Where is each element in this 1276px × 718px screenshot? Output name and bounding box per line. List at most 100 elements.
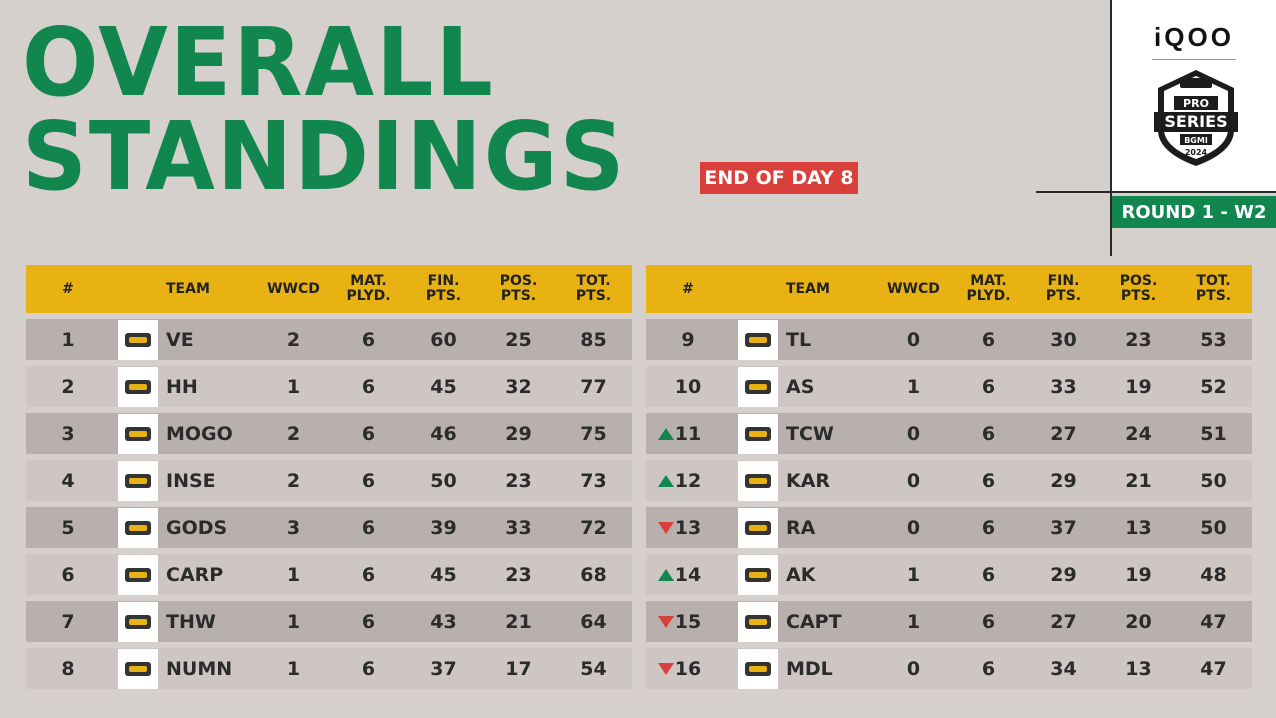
total-points-value: 50 <box>1200 516 1227 539</box>
finish-points-value: 45 <box>430 563 457 586</box>
rank-cell: 11 <box>646 423 730 445</box>
header-tot-l2: PTS. <box>1195 288 1232 304</box>
total-points-value: 47 <box>1200 657 1227 680</box>
matches-value: 6 <box>361 563 376 586</box>
rank-number: 16 <box>674 657 702 680</box>
table-row: 1 VE 2 6 60 25 85 <box>26 319 632 360</box>
header-fin-l1: FIN. <box>1047 273 1080 290</box>
header-fin-l1: FIN. <box>427 273 460 290</box>
finish-points-value: 45 <box>430 375 457 398</box>
position-points-value: 29 <box>505 422 532 445</box>
team-logo-cell <box>110 554 166 595</box>
trend-up-icon <box>658 474 674 487</box>
wwcd-value: 2 <box>286 469 301 492</box>
team-name: CARP <box>166 563 224 586</box>
position-points-value: 13 <box>1125 516 1152 539</box>
team-name: CAPT <box>786 610 842 633</box>
header-matches: MAT. PLYD. <box>331 274 406 303</box>
team-logo-cell <box>110 460 166 501</box>
header-rank: # <box>62 280 74 297</box>
trend-up-icon <box>658 427 674 440</box>
table-row: 15 CAPT 1 6 27 20 47 <box>646 601 1252 642</box>
wwcd-value: 1 <box>286 610 301 633</box>
trend-up-icon <box>658 568 674 581</box>
wwcd-value: 2 <box>286 328 301 351</box>
round-badge: ROUND 1 - W2 <box>1112 196 1276 228</box>
wwcd-value: 0 <box>906 469 921 492</box>
header-tot-l1: TOT. <box>576 273 611 290</box>
divider-vertical <box>1110 0 1112 256</box>
rank-cell: 9 <box>646 329 730 351</box>
table-row: 2 HH 1 6 45 32 77 <box>26 366 632 407</box>
total-points-value: 53 <box>1200 328 1227 351</box>
wwcd-value: 1 <box>906 610 921 633</box>
kar-logo <box>738 460 778 501</box>
header-fin-l2: PTS. <box>1045 288 1082 304</box>
as-logo <box>738 366 778 407</box>
team-logo-cell <box>110 507 166 548</box>
total-points-value: 47 <box>1200 610 1227 633</box>
rank-number: 4 <box>61 469 75 492</box>
header-matches-l1: MAT. <box>970 273 1007 290</box>
matches-value: 6 <box>981 657 996 680</box>
position-points-value: 13 <box>1125 657 1152 680</box>
rank-cell: 14 <box>646 564 730 586</box>
wwcd-value: 1 <box>906 563 921 586</box>
logo-text-series: SERIES <box>1164 112 1227 131</box>
header-tot-l1: TOT. <box>1196 273 1231 290</box>
finish-points-value: 29 <box>1050 563 1077 586</box>
finish-points-value: 37 <box>1050 516 1077 539</box>
total-points-value: 51 <box>1200 422 1227 445</box>
position-points-value: 19 <box>1125 563 1152 586</box>
wwcd-value: 3 <box>286 516 301 539</box>
wwcd-value: 1 <box>906 375 921 398</box>
header-rank: # <box>682 280 694 297</box>
finish-points-value: 33 <box>1050 375 1077 398</box>
finish-points-value: 60 <box>430 328 457 351</box>
header-team: TEAM <box>166 280 210 297</box>
finish-points-value: 37 <box>430 657 457 680</box>
matches-value: 6 <box>981 469 996 492</box>
table-row: 5 GODS 3 6 39 33 72 <box>26 507 632 548</box>
divider-horizontal <box>1036 191 1276 193</box>
rank-cell: 2 <box>26 376 110 398</box>
position-points-value: 17 <box>505 657 532 680</box>
team-logo-cell <box>730 601 786 642</box>
team-name: TCW <box>786 422 834 445</box>
table-row: 16 MDL 0 6 34 13 47 <box>646 648 1252 689</box>
ve-logo <box>118 319 158 360</box>
rank-number: 13 <box>674 516 702 539</box>
brand-divider <box>1152 59 1236 60</box>
rank-number: 14 <box>674 563 702 586</box>
rank-number: 5 <box>61 516 75 539</box>
position-points-value: 25 <box>505 328 532 351</box>
finish-points-value: 30 <box>1050 328 1077 351</box>
header-matches-l1: MAT. <box>350 273 387 290</box>
total-points-value: 48 <box>1200 563 1227 586</box>
pro-series-logo: PRO SERIES BGMI 2024 <box>1154 70 1238 166</box>
mdl-logo <box>738 648 778 689</box>
table-row: 14 AK 1 6 29 19 48 <box>646 554 1252 595</box>
rank-number: 6 <box>61 563 75 586</box>
header-matches-l2: PLYD. <box>346 288 391 304</box>
team-name: MDL <box>786 657 833 680</box>
rank-number: 9 <box>681 328 695 351</box>
team-logo-cell <box>110 601 166 642</box>
header-position-points: POS. PTS. <box>1101 274 1176 303</box>
team-logo-cell <box>110 366 166 407</box>
rank-cell: 6 <box>26 564 110 586</box>
matches-value: 6 <box>361 469 376 492</box>
rank-number: 1 <box>61 328 75 351</box>
wwcd-value: 2 <box>286 422 301 445</box>
finish-points-value: 43 <box>430 610 457 633</box>
matches-value: 6 <box>361 375 376 398</box>
header-wwcd: WWCD <box>887 280 940 297</box>
rank-number: 10 <box>674 375 702 398</box>
team-name: INSE <box>166 469 216 492</box>
logo-text-year: 2024 <box>1185 148 1208 157</box>
day-badge: END OF DAY 8 <box>700 162 858 194</box>
finish-points-value: 46 <box>430 422 457 445</box>
hh-logo <box>118 366 158 407</box>
wwcd-value: 0 <box>906 422 921 445</box>
table-header: # TEAM WWCD MAT. PLYD. FIN. PTS. POS. PTS. … <box>646 265 1252 313</box>
